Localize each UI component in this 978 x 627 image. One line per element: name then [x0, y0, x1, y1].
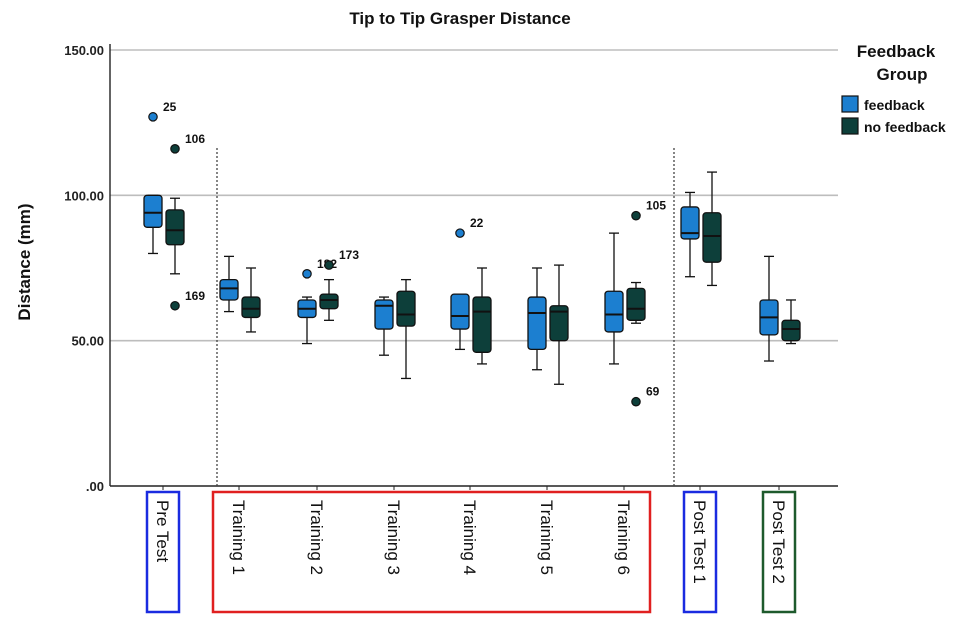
box-iqr — [604, 290, 624, 333]
outlier-point — [302, 269, 312, 279]
x-tick-label-training-2: Training 2 — [307, 500, 326, 575]
box-iqr — [219, 278, 239, 301]
box-training-1-no-feedback — [241, 267, 261, 333]
box-pre-test-feedback — [143, 194, 163, 255]
box-training-4-feedback — [450, 293, 470, 351]
box-pre-test-no-feedback — [165, 197, 185, 275]
legend-title-line1: Feedback — [857, 42, 936, 61]
y-tick-label: 150.00 — [64, 43, 104, 58]
outlier-point — [631, 396, 641, 407]
outlier-label: 69 — [646, 385, 660, 399]
outlier-label: 105 — [646, 199, 666, 213]
box-iqr — [549, 305, 569, 342]
box-iqr — [781, 319, 801, 342]
x-tick-label-training-3: Training 3 — [384, 500, 403, 575]
outlier-point — [170, 144, 180, 154]
box-training-5-feedback — [527, 267, 547, 371]
box-training-2-no-feedback — [319, 278, 339, 321]
box-iqr — [472, 296, 492, 353]
box-training-4-no-feedback — [472, 267, 492, 365]
training-frame — [211, 490, 652, 614]
x-tick-label-post-test-2: Post Test 2 — [769, 500, 788, 584]
box-iqr — [527, 296, 547, 351]
box-iqr — [319, 293, 339, 310]
y-tick-label: 50.00 — [71, 334, 104, 349]
box-training-1-feedback — [219, 255, 239, 313]
outlier-label: 169 — [185, 289, 205, 303]
grid-layer: .00 50.00 100.00 150.00 — [64, 43, 838, 494]
pre-test-frame — [145, 490, 181, 614]
box-training-5-no-feedback — [549, 264, 569, 385]
x-tick-label-training-6: Training 6 — [614, 500, 633, 575]
y-axis-label: Distance (mm) — [15, 203, 34, 320]
box-iqr — [165, 209, 185, 246]
box-iqr — [241, 296, 261, 319]
box-post-test-2-no-feedback — [781, 299, 801, 345]
box-post-test-1-no-feedback — [702, 171, 722, 287]
outlier-point — [170, 300, 180, 311]
box-iqr — [396, 290, 416, 327]
outlier-point — [148, 112, 158, 122]
x-tick-layer: Pre Test Training 1 Training 2 Training 3 Tr… — [145, 490, 797, 614]
box-iqr — [374, 299, 394, 330]
box-training-6-no-feedback — [626, 281, 646, 324]
box-post-test-2-feedback — [759, 255, 779, 362]
box-training-2-feedback — [297, 296, 317, 345]
outlier-label: 106 — [185, 132, 205, 146]
outlier-layer: 251061691821732210569 — [148, 100, 666, 407]
post-test-1-frame — [682, 490, 718, 614]
x-tick-label-post-test-1: Post Test 1 — [690, 500, 709, 584]
outlier-point — [455, 228, 465, 238]
box-post-test-1-feedback — [680, 191, 700, 278]
box-layer — [143, 171, 801, 385]
box-iqr — [680, 206, 700, 240]
y-tick-label: 100.00 — [64, 188, 104, 203]
box-iqr — [450, 293, 470, 330]
x-tick-label-training-5: Training 5 — [537, 500, 556, 575]
box-iqr — [143, 194, 163, 228]
box-training-6-feedback — [604, 232, 624, 365]
legend-label-no-feedback: no feedback — [864, 119, 946, 135]
y-tick-label: .00 — [86, 479, 104, 494]
legend-swatch-no-feedback — [841, 117, 859, 135]
legend-title-line2: Group — [877, 65, 928, 84]
outlier-label: 25 — [163, 100, 177, 114]
x-tick-label-training-1: Training 1 — [229, 500, 248, 575]
box-iqr — [626, 287, 646, 321]
legend: Feedback Group feedback no feedback — [841, 42, 946, 135]
axis-layer — [109, 44, 838, 490]
outlier-label: 173 — [339, 248, 359, 262]
outlier-point — [324, 260, 334, 270]
outlier-label: 22 — [470, 216, 484, 230]
legend-label-feedback: feedback — [864, 97, 925, 113]
x-tick-label-pre-test: Pre Test — [153, 500, 172, 562]
post-test-2-frame — [761, 490, 797, 614]
box-training-3-feedback — [374, 296, 394, 356]
box-training-3-no-feedback — [396, 278, 416, 380]
legend-swatch-feedback — [841, 95, 859, 113]
outlier-point — [631, 210, 641, 221]
x-tick-label-training-4: Training 4 — [460, 500, 479, 575]
box-iqr — [702, 212, 722, 263]
chart-title: Tip to Tip Grasper Distance — [349, 9, 570, 28]
